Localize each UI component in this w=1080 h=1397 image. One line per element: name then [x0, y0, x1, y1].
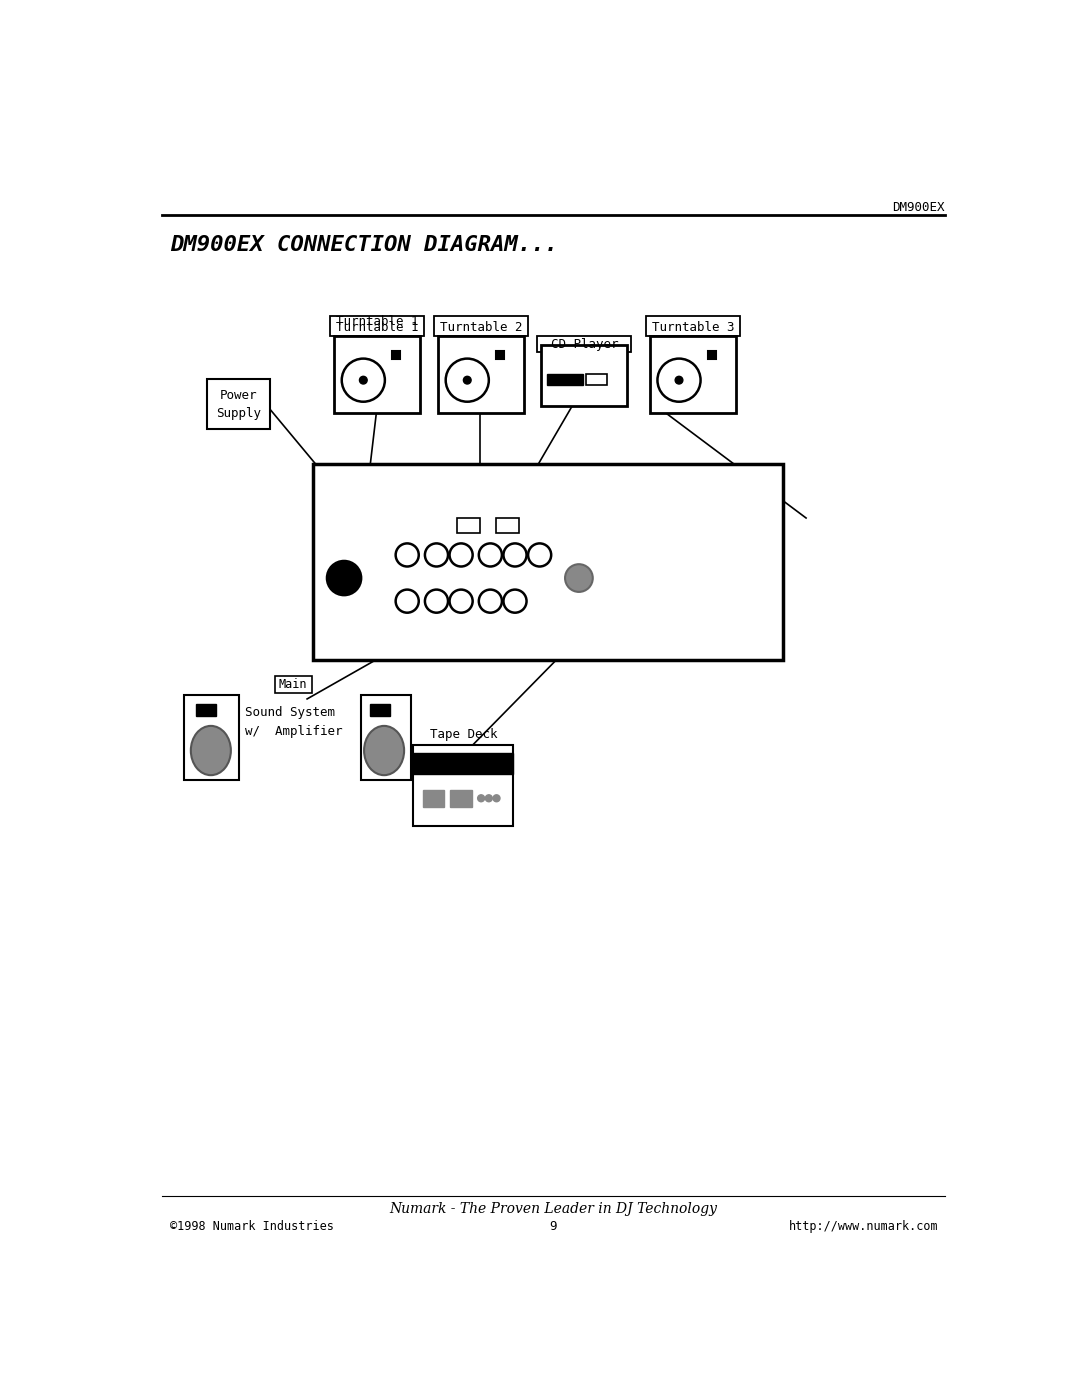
Bar	[434, 316, 528, 335]
Bar	[334, 335, 420, 412]
Text: Tape Deck: Tape Deck	[430, 728, 497, 742]
Circle shape	[658, 359, 701, 402]
Bar	[370, 704, 390, 715]
Bar	[197, 704, 216, 715]
Circle shape	[327, 562, 361, 595]
Circle shape	[565, 564, 593, 592]
Text: 9: 9	[550, 1220, 557, 1234]
Circle shape	[395, 590, 419, 613]
Text: ©1998 Numark Industries: ©1998 Numark Industries	[170, 1220, 334, 1234]
Text: Power
Supply: Power Supply	[216, 388, 261, 420]
Circle shape	[503, 543, 527, 567]
Circle shape	[494, 795, 500, 802]
Bar	[646, 316, 740, 335]
Text: DM900EX: DM900EX	[892, 201, 945, 214]
Bar	[361, 696, 411, 780]
Circle shape	[395, 543, 419, 567]
Bar	[548, 374, 583, 384]
Bar	[207, 380, 270, 429]
Bar	[438, 335, 524, 412]
Bar	[585, 374, 607, 384]
Circle shape	[360, 376, 367, 384]
Text: http://www.numark.com: http://www.numark.com	[788, 1220, 939, 1234]
Bar	[496, 351, 504, 359]
Circle shape	[446, 359, 489, 402]
Bar	[392, 351, 401, 359]
Bar	[414, 753, 513, 774]
Bar	[496, 518, 518, 534]
Circle shape	[478, 590, 502, 613]
Text: CD Player: CD Player	[551, 338, 618, 351]
Circle shape	[341, 359, 384, 402]
Text: Main: Main	[279, 678, 308, 690]
Circle shape	[675, 376, 683, 384]
Bar	[274, 676, 312, 693]
Text: DM900EX CONNECTION DIAGRAM...: DM900EX CONNECTION DIAGRAM...	[170, 235, 558, 254]
Bar	[450, 789, 472, 806]
Bar	[457, 518, 481, 534]
Circle shape	[463, 376, 471, 384]
Circle shape	[424, 543, 448, 567]
Bar	[650, 335, 735, 412]
Ellipse shape	[191, 726, 231, 775]
Circle shape	[478, 543, 502, 567]
Text: Turntable 2: Turntable 2	[440, 320, 523, 334]
Bar	[541, 345, 627, 407]
Ellipse shape	[364, 726, 404, 775]
Circle shape	[449, 543, 473, 567]
Circle shape	[528, 543, 551, 567]
Circle shape	[477, 795, 485, 802]
Circle shape	[485, 795, 492, 802]
Circle shape	[503, 590, 527, 613]
Circle shape	[424, 590, 448, 613]
Bar	[184, 696, 240, 780]
Text: Numark - The Proven Leader in DJ Technology: Numark - The Proven Leader in DJ Technol…	[390, 1201, 717, 1215]
Bar	[538, 335, 632, 352]
Bar	[422, 789, 444, 806]
Text: Turntable 3: Turntable 3	[651, 320, 734, 334]
Text: Turntable 1: Turntable 1	[336, 314, 418, 328]
Bar	[330, 316, 424, 335]
Text: Turntable 1: Turntable 1	[336, 320, 418, 334]
Text: Sound System
w/  Amplifier: Sound System w/ Amplifier	[245, 705, 343, 738]
Bar	[313, 464, 783, 661]
Circle shape	[449, 590, 473, 613]
Bar	[414, 745, 513, 826]
Bar	[707, 351, 716, 359]
